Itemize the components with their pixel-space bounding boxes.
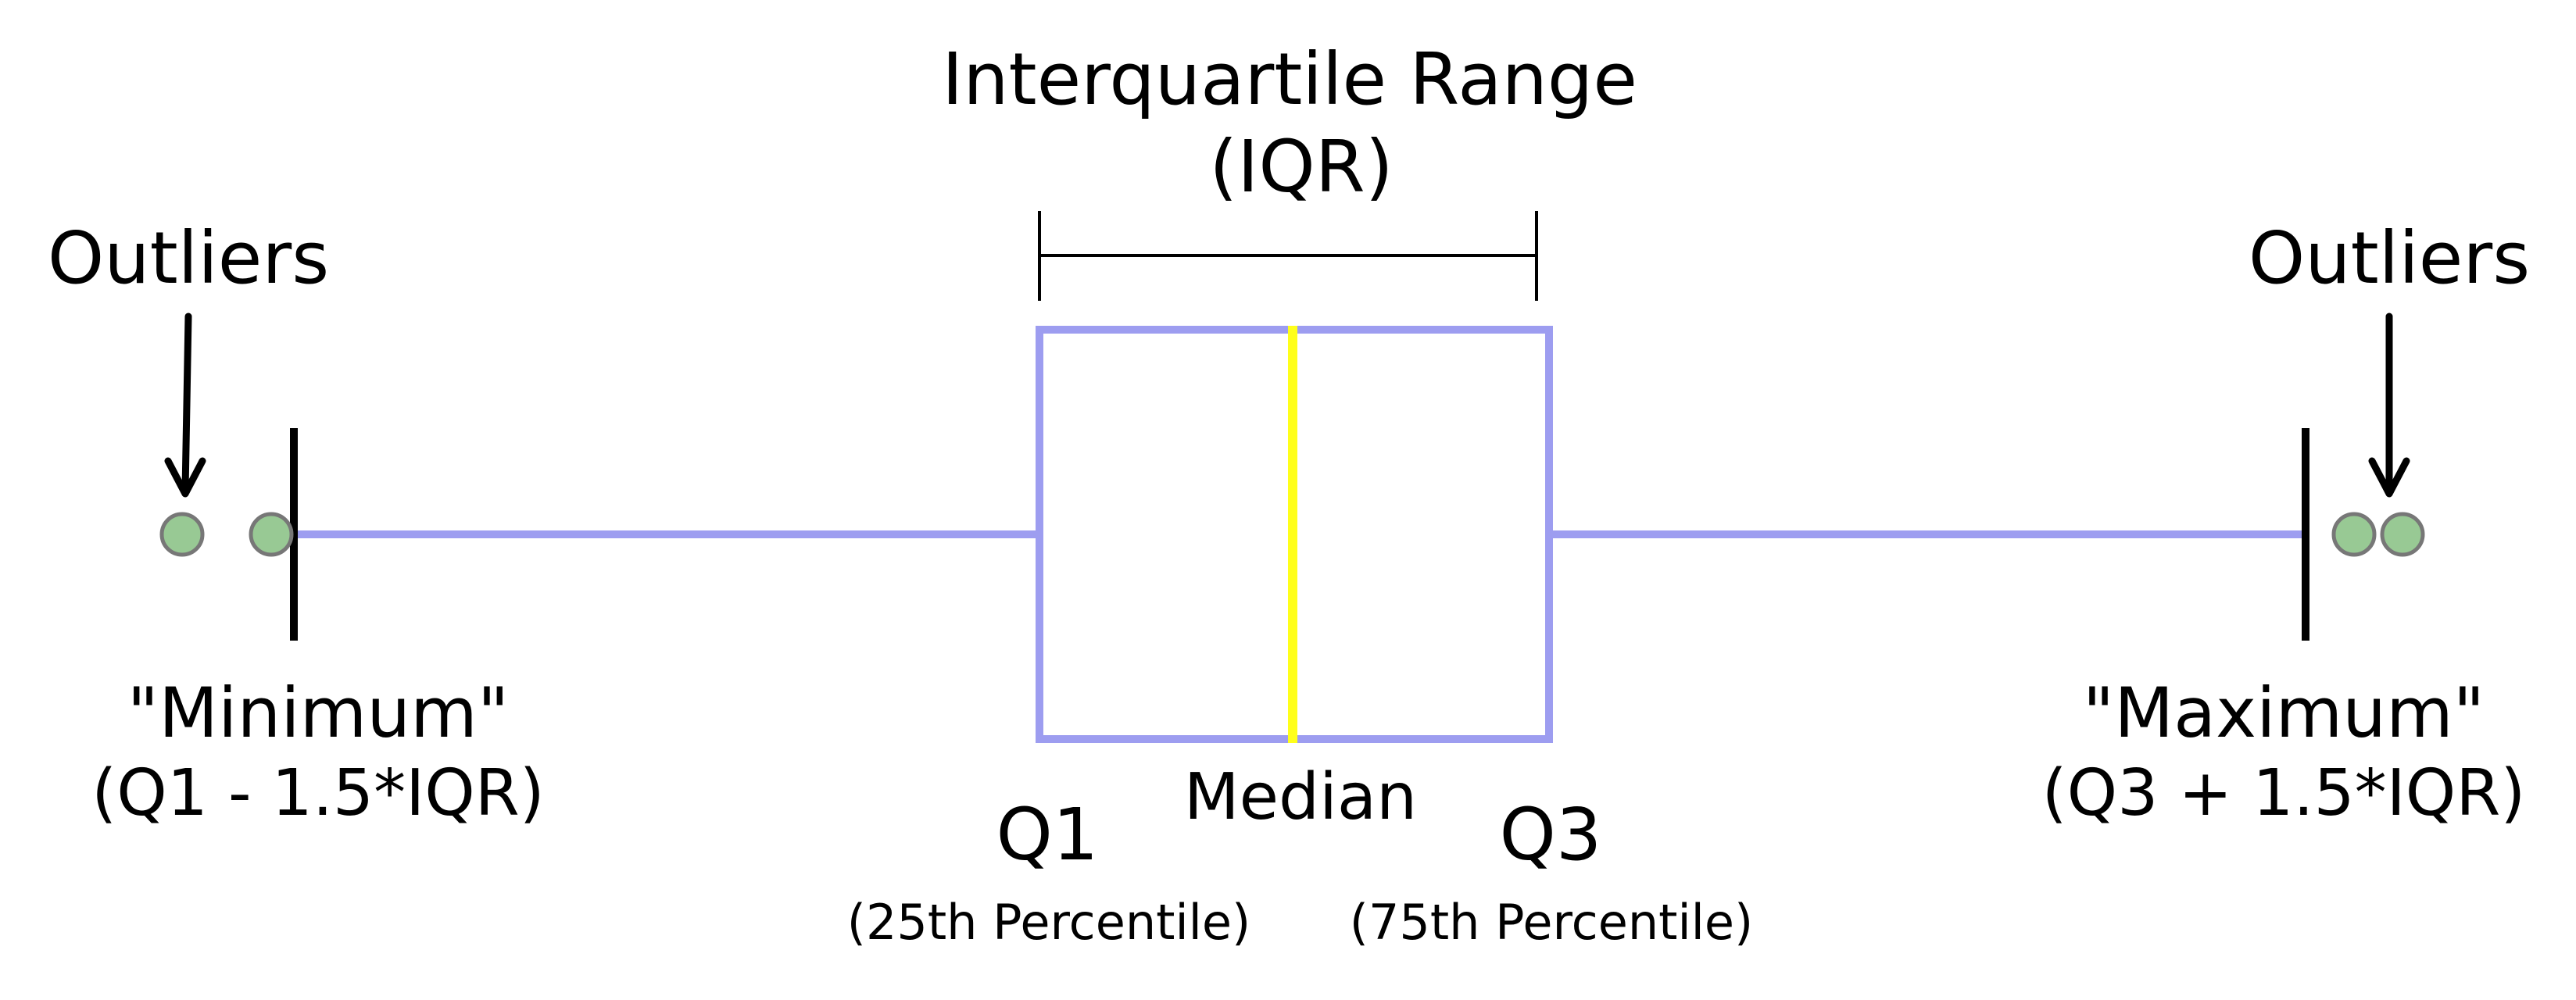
maximum-formula: (Q3 + 1.5*IQR) — [2042, 756, 2526, 830]
q1-sublabel: (25th Percentile) — [847, 894, 1250, 951]
outliers-left-label: Outliers — [48, 216, 329, 300]
outlier-point — [249, 512, 294, 557]
minimum-title: "Minimum" — [127, 673, 510, 753]
minimum-formula: (Q1 - 1.5*IQR) — [91, 756, 545, 830]
median-label: Median — [1184, 760, 1417, 834]
outlier-point — [2380, 512, 2425, 557]
q1-label: Q1 — [996, 793, 1099, 877]
q3-label: Q3 — [1500, 793, 1602, 877]
outliers-right-label: Outliers — [2249, 216, 2530, 300]
outlier-arrow-left — [164, 312, 206, 498]
iqr-title-line2: (IQR) — [1209, 125, 1393, 209]
q3-sublabel: (75th Percentile) — [1350, 894, 1753, 951]
outlier-point — [159, 512, 205, 557]
outlier-arrow-right — [2368, 312, 2410, 498]
iqr-bracket — [1038, 211, 1538, 301]
iqr-title-line1: Interquartile Range — [942, 38, 1637, 121]
outlier-point — [2331, 512, 2377, 557]
maximum-title: "Maximum" — [2083, 673, 2485, 753]
